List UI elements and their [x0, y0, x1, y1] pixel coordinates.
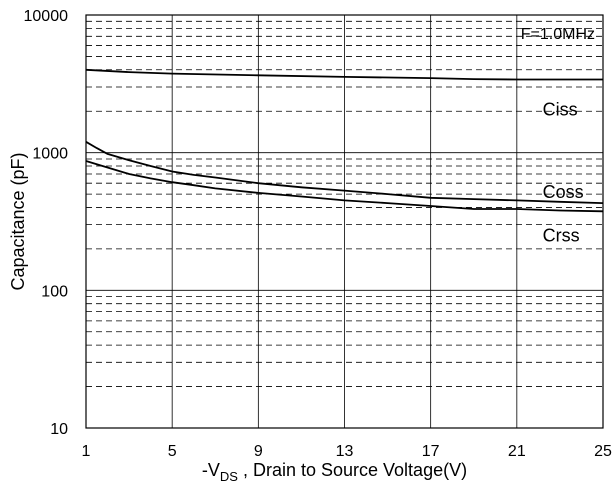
x-tick-label: 13 — [336, 443, 354, 460]
x-axis-title-suffix: , Drain to Source Voltage(V) — [238, 460, 467, 480]
y-tick-label: 100 — [41, 283, 68, 300]
x-axis-title: -VDS , Drain to Source Voltage(V) — [202, 460, 467, 484]
series-line-coss — [85, 141, 604, 204]
plot-frame — [85, 14, 604, 429]
x-tick-label: 17 — [422, 443, 440, 460]
series-label-coss: Coss — [543, 182, 584, 202]
y-tick-label: 10 — [50, 421, 68, 438]
x-tick-label: 25 — [594, 443, 612, 460]
x-tick-label: 5 — [168, 443, 177, 460]
x-axis-title-subscript: DS — [220, 469, 238, 484]
x-axis-title-prefix: -V — [202, 460, 220, 480]
y-tick-label: 10000 — [24, 8, 69, 25]
y-axis-title: Capacitance (pF) — [8, 152, 28, 290]
series-label-ciss: Ciss — [543, 100, 578, 120]
x-tick-label: 1 — [82, 443, 91, 460]
series-line-ciss — [85, 68, 603, 81]
series-group: Ciss Coss Crss — [85, 68, 604, 246]
x-tick-label: 9 — [254, 443, 263, 460]
series-line-crss — [85, 160, 604, 213]
series-label-crss: Crss — [543, 226, 580, 246]
x-tick-label: 21 — [508, 443, 526, 460]
frequency-annotation: F=1.0MHz — [521, 26, 595, 43]
y-tick-label: 1000 — [32, 146, 68, 163]
